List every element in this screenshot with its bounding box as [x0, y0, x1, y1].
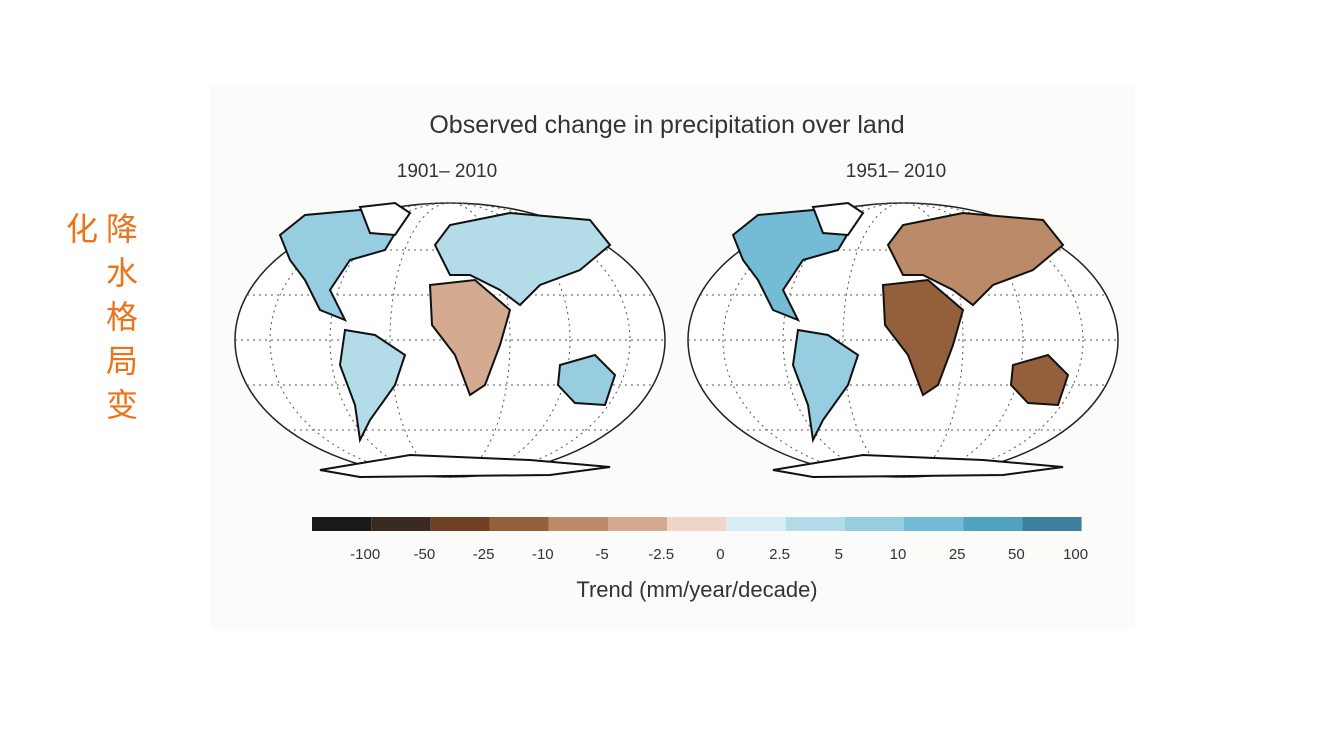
colorbar-swatch — [548, 517, 608, 531]
colorbar-swatch — [1022, 517, 1082, 531]
land — [433, 211, 612, 307]
land — [278, 208, 402, 322]
colorbar-swatch — [963, 517, 1023, 531]
colorbar-swatch — [844, 517, 904, 531]
colorbar-swatch — [312, 517, 372, 531]
colorbar-tick-label: 10 — [890, 546, 907, 563]
graticule — [269, 202, 631, 478]
land — [428, 278, 512, 397]
colorbar-tick-label: -50 — [414, 546, 436, 563]
maps — [234, 201, 1119, 479]
colorbar-swatch — [667, 517, 727, 531]
colorbar-label: Trend (mm/year/decade) — [576, 577, 817, 602]
land — [886, 211, 1065, 307]
colorbar-swatch — [430, 517, 490, 531]
colorbar-swatch — [726, 517, 786, 531]
figure-title: Observed change in precipitation over la… — [429, 111, 904, 139]
land — [338, 328, 407, 444]
land — [1009, 353, 1070, 407]
graticule — [782, 202, 1024, 478]
figure: Observed change in precipitation over la… — [210, 85, 1135, 630]
colorbar-swatch — [608, 517, 668, 531]
colorbar-swatch — [489, 517, 549, 531]
panel-title: 1951– 2010 — [846, 161, 946, 182]
colorbar-tick-label: 2.5 — [769, 546, 790, 563]
colorbar: -100 -50 -25 -10 -5 -2.5 0 2.5 5 10 25 50 100 — [312, 517, 1088, 563]
colorbar-tick-label: 5 — [835, 546, 843, 563]
panel-title: 1901– 2010 — [397, 161, 497, 182]
land — [319, 453, 611, 479]
colorbar-tick-label: -2.5 — [648, 546, 674, 563]
land — [556, 353, 617, 407]
land — [811, 201, 865, 237]
side-title: 降水格局变化 — [61, 212, 139, 432]
land — [881, 278, 965, 397]
land — [731, 208, 855, 322]
land — [791, 328, 860, 444]
world-map — [687, 201, 1119, 479]
colorbar-tick-label: -10 — [532, 546, 554, 563]
colorbar-swatch — [904, 517, 964, 531]
colorbar-tick-label: -25 — [473, 546, 495, 563]
colorbar-tick-label: 0 — [716, 546, 724, 563]
colorbar-swatch — [785, 517, 845, 531]
colorbar-tick-label: -5 — [595, 546, 608, 563]
colorbar-swatch — [371, 517, 431, 531]
world-map — [234, 201, 666, 479]
colorbar-tick-label: 50 — [1008, 546, 1025, 563]
colorbar-tick-label: 100 — [1063, 546, 1088, 563]
land — [358, 201, 412, 237]
colorbar-tick-label: 25 — [949, 546, 966, 563]
graticule — [329, 202, 571, 478]
graticule — [722, 202, 1084, 478]
colorbar-tick-label: -100 — [350, 546, 380, 563]
land — [772, 453, 1064, 479]
